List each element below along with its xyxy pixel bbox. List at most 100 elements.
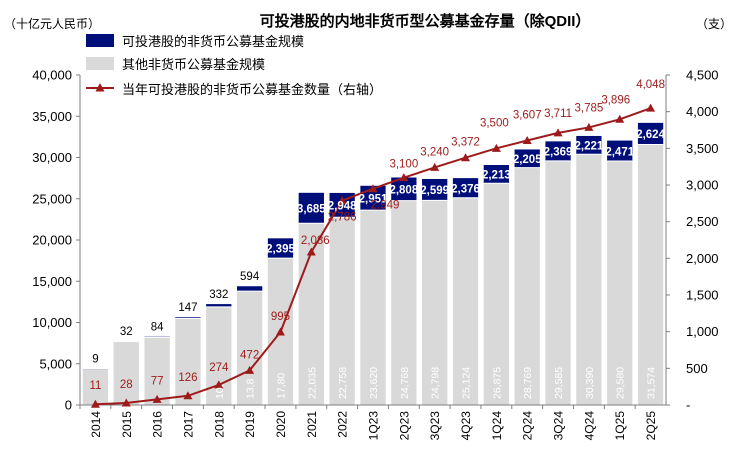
legend-label: 可投港股的非货币公募基金规模 xyxy=(122,34,304,49)
bar-other-2019 xyxy=(236,291,263,405)
right-tick-label: 3,000 xyxy=(686,178,719,193)
right-axis-unit: （支） xyxy=(696,17,732,31)
hk-value-label: 2,808 xyxy=(389,185,418,197)
bar-other-2014 xyxy=(82,368,109,405)
other-value-label: 25,124 xyxy=(461,367,473,399)
x-tick-label: 2015 xyxy=(120,411,134,438)
bar-other-2Q23 xyxy=(391,200,417,405)
count-value-label: 3,100 xyxy=(389,159,418,171)
left-tick-label: 30,000 xyxy=(32,150,72,165)
labels-layer: 10, 13,8 17,80 22,035 22,758 23,620 24,768 24,7… xyxy=(89,79,665,399)
legend-swatch-other xyxy=(86,57,114,70)
x-tick-label: 2022 xyxy=(336,411,350,438)
legend-swatch-hk xyxy=(86,34,114,47)
other-value-label: 13,8 xyxy=(245,378,257,399)
bar-hk-2Q23 xyxy=(391,177,417,201)
hk-value-label: 332 xyxy=(209,289,228,301)
count-marker-2018 xyxy=(214,380,224,389)
other-value-label: 31,574 xyxy=(646,367,658,399)
count-marker-1Q23 xyxy=(368,184,378,193)
x-tick-label: 4Q24 xyxy=(582,411,596,441)
bars-layer xyxy=(82,122,664,405)
other-value-label: 30,390 xyxy=(584,367,596,399)
other-value-label: 28,769 xyxy=(522,367,534,399)
count-marker-2019 xyxy=(245,365,255,374)
x-tick-label: 2016 xyxy=(151,411,165,438)
x-tick-label: 1Q23 xyxy=(367,411,381,441)
bar-other-1Q23 xyxy=(360,210,386,405)
hk-value-label: 32 xyxy=(120,326,133,338)
bar-other-3Q23 xyxy=(422,200,448,405)
other-value-label: 29,585 xyxy=(553,367,565,399)
x-tick-label: 2Q24 xyxy=(521,411,535,441)
hk-value-label: 2,395 xyxy=(266,244,295,256)
other-value-label: 22,758 xyxy=(337,367,349,399)
bar-hk-2020 xyxy=(267,238,294,259)
x-tick-label: 2021 xyxy=(305,411,319,438)
other-value-label: 24,798 xyxy=(430,367,442,399)
bar-hk-2017 xyxy=(175,317,201,319)
other-value-label: 17,80 xyxy=(275,373,287,399)
hk-value-label: 84 xyxy=(151,322,164,334)
bar-other-4Q24 xyxy=(576,154,602,405)
hk-value-label: 2,221 xyxy=(575,141,604,153)
right-tick-label: 1,500 xyxy=(686,288,719,303)
hk-value-label: 9 xyxy=(92,354,98,366)
other-value-label: 29,580 xyxy=(615,367,627,399)
count-value-label: 3,896 xyxy=(601,94,630,106)
bar-other-2Q25 xyxy=(637,144,664,405)
hk-value-label: 2,948 xyxy=(328,201,357,213)
bar-other-2016 xyxy=(144,337,170,405)
legend-label: 其他非货币公募基金规模 xyxy=(122,57,265,72)
bar-hk-2019 xyxy=(236,286,263,292)
right-tick-label: 3,500 xyxy=(686,141,719,156)
x-tick-label: 4Q23 xyxy=(459,411,473,441)
hk-value-label: 2,599 xyxy=(420,185,449,197)
other-value-label: 23,620 xyxy=(368,367,380,399)
count-marker-2Q23 xyxy=(399,173,409,182)
count-value-label: 2,086 xyxy=(301,235,330,247)
count-value-label: 28 xyxy=(120,379,133,391)
right-tick-label: 4,000 xyxy=(686,104,719,119)
hk-value-label: 2,471 xyxy=(605,146,634,158)
other-value-label: 10, xyxy=(214,384,226,399)
left-tick-label: 35,000 xyxy=(32,109,72,124)
chart-title: 可投港股的内地非货币型公募基金存量（除QDII） xyxy=(260,12,591,30)
bar-hk-2Q24 xyxy=(514,149,540,168)
x-tick-label: 2014 xyxy=(89,411,103,438)
right-tick-label: 1,000 xyxy=(686,324,719,339)
bar-other-3Q24 xyxy=(545,160,571,405)
hk-value-label: 2,624 xyxy=(636,129,665,141)
count-value-label: 3,607 xyxy=(513,109,542,121)
count-value-label: 472 xyxy=(240,349,259,361)
left-tick-label: 40,000 xyxy=(32,68,72,83)
x-tick-label: 2017 xyxy=(181,411,195,438)
bar-other-1Q25 xyxy=(607,160,633,405)
count-value-label: 3,372 xyxy=(451,137,480,149)
bar-hk-3Q24 xyxy=(545,141,571,161)
count-value-label: 3,711 xyxy=(544,108,572,120)
right-tick-label: 2,500 xyxy=(686,214,719,229)
count-marker-2Q24 xyxy=(522,135,532,144)
bar-hk-1Q24 xyxy=(483,165,510,184)
right-tick-label: 2,000 xyxy=(686,251,719,266)
axes-layer: 0 5,000 10,000 15,000 20,000 25,000 30,000 35,0… xyxy=(32,68,718,441)
left-tick-label: 5,000 xyxy=(39,356,72,371)
left-tick-label: 15,000 xyxy=(32,274,72,289)
bar-hk-2021 xyxy=(298,192,324,224)
count-value-label: 274 xyxy=(209,362,229,374)
bar-hk-4Q24 xyxy=(576,135,602,155)
count-marker-3Q24 xyxy=(553,128,563,137)
x-tick-label: 2Q23 xyxy=(397,411,411,441)
legend: 可投港股的非货币公募基金规模其他非货币公募基金规模当年可投港股的非货币公募基金数… xyxy=(86,34,382,97)
count-marker-2015 xyxy=(121,398,131,407)
hk-value-label: 2,369 xyxy=(544,147,573,159)
x-tick-label: 1Q24 xyxy=(490,411,504,441)
count-marker-4Q24 xyxy=(584,122,594,131)
other-value-label: 24,768 xyxy=(399,367,411,399)
count-marker-2Q25 xyxy=(646,103,656,112)
hk-value-label: 2,205 xyxy=(513,154,542,166)
count-marker-4Q23 xyxy=(461,153,471,162)
